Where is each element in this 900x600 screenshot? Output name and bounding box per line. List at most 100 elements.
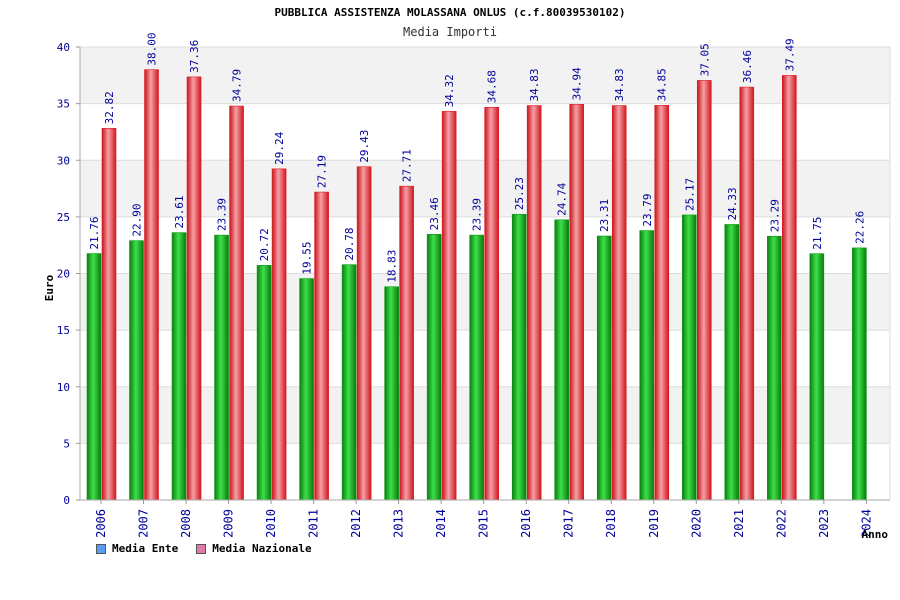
legend-label-ente: Media Ente	[112, 542, 179, 555]
chart-title: PUBBLICA ASSISTENZA MOLASSANA ONLUS (c.f…	[274, 6, 626, 19]
data-label: 34.32	[443, 74, 456, 107]
x-tick-label: 2016	[519, 509, 533, 538]
x-tick-label: 2013	[392, 509, 406, 538]
data-label: 23.29	[768, 199, 781, 232]
x-tick-label: 2008	[179, 509, 193, 538]
bar-nazionale-2013	[399, 185, 414, 501]
y-tick-label: 25	[57, 211, 70, 224]
legend-swatch-nazionale	[196, 543, 207, 554]
x-tick-label: 2017	[562, 509, 576, 538]
bar-ente-2009	[214, 234, 229, 501]
x-tick-label: 2006	[94, 509, 108, 538]
data-label: 38.00	[146, 33, 159, 66]
bar-ente-2024	[852, 247, 867, 501]
x-tick-label: 2024	[859, 509, 873, 538]
data-label: 25.17	[683, 178, 696, 211]
bar-ente-2015	[469, 234, 484, 501]
bar-ente-2017	[554, 219, 570, 501]
x-tick-label: 2020	[689, 509, 703, 538]
bar-ente-2018	[596, 235, 612, 501]
y-tick-label: 5	[63, 437, 70, 450]
bar-ente-2008	[171, 232, 187, 501]
data-label: 37.49	[783, 38, 796, 71]
bar-nazionale-2012	[356, 166, 372, 501]
x-tick-label: 2012	[349, 509, 363, 538]
bar-ente-2019	[639, 230, 655, 501]
bar-ente-2020	[681, 214, 697, 501]
data-label: 21.76	[88, 216, 101, 249]
bar-nazionale-2019	[654, 105, 670, 501]
data-label: 25.23	[513, 177, 526, 210]
bar-nazionale-2007	[144, 69, 159, 501]
legend-label-nazionale: Media Nazionale	[212, 542, 312, 555]
legend: Media Ente Media Nazionale	[96, 542, 312, 555]
x-tick-label: 2022	[774, 509, 788, 538]
data-label: 23.31	[598, 199, 611, 232]
data-label: 20.78	[343, 228, 356, 261]
data-label: 22.26	[853, 211, 866, 244]
legend-swatch-ente	[96, 543, 106, 554]
data-label: 27.19	[316, 155, 329, 188]
data-label: 22.90	[131, 204, 144, 237]
bar-nazionale-2010	[271, 168, 287, 501]
data-label: 21.75	[811, 217, 824, 250]
bar-nazionale-2006	[101, 128, 117, 501]
data-label: 34.94	[571, 67, 584, 100]
bar-ente-2016	[511, 213, 527, 501]
x-tick-label: 2010	[264, 509, 278, 538]
bar-nazionale-2008	[186, 76, 202, 501]
bar-ente-2006	[86, 253, 102, 501]
y-tick-label: 15	[57, 324, 70, 337]
data-label: 24.33	[726, 187, 739, 220]
bar-nazionale-2021	[739, 86, 755, 501]
y-tick-label: 20	[57, 268, 70, 281]
data-label: 23.39	[471, 198, 484, 231]
grid-band	[80, 47, 890, 104]
data-label: 23.39	[216, 198, 229, 231]
data-label: 23.79	[641, 193, 654, 226]
x-tick-label: 2019	[647, 509, 661, 538]
data-label: 19.55	[301, 241, 314, 274]
bar-ente-2010	[256, 265, 272, 501]
bar-ente-2023	[809, 253, 825, 501]
data-label: 34.83	[528, 68, 541, 101]
data-label: 18.83	[386, 250, 399, 283]
data-label: 34.68	[486, 70, 499, 103]
data-label: 34.79	[231, 69, 244, 102]
x-tick-label: 2015	[477, 509, 491, 538]
data-label: 24.74	[556, 182, 569, 215]
bar-ente-2014	[426, 234, 442, 501]
y-axis-title: Euro	[43, 274, 56, 301]
y-tick-label: 10	[57, 381, 70, 394]
data-label: 29.24	[273, 131, 286, 164]
data-label: 34.85	[656, 68, 669, 101]
x-tick-label: 2021	[732, 509, 746, 538]
data-label: 27.71	[401, 149, 414, 182]
bar-nazionale-2014	[441, 111, 457, 501]
x-tick-label: 2009	[222, 509, 236, 538]
bar-nazionale-2022	[782, 75, 797, 501]
bar-ente-2021	[724, 224, 740, 501]
y-tick-label: 30	[57, 154, 70, 167]
legend-item-ente: Media Ente	[96, 542, 178, 555]
x-tick-label: 2011	[307, 509, 321, 538]
data-label: 23.46	[428, 197, 441, 230]
bar-ente-2013	[384, 286, 399, 501]
data-label: 23.61	[173, 195, 186, 228]
data-label: 29.43	[358, 130, 371, 163]
bar-ente-2007	[129, 240, 144, 501]
bar-nazionale-2011	[314, 191, 329, 501]
x-tick-label: 2007	[137, 509, 151, 538]
data-label: 34.83	[613, 68, 626, 101]
y-tick-label: 35	[57, 98, 70, 111]
chart-subtitle: Media Importi	[403, 25, 497, 39]
data-label: 36.46	[741, 50, 754, 83]
y-tick-label: 40	[57, 41, 70, 54]
x-tick-label: 2014	[434, 509, 448, 538]
data-label: 32.82	[103, 91, 116, 124]
x-tick-label: 2023	[817, 509, 831, 538]
bar-nazionale-2017	[569, 104, 585, 501]
bar-nazionale-2009	[229, 105, 244, 501]
y-tick-label: 0	[63, 494, 70, 507]
